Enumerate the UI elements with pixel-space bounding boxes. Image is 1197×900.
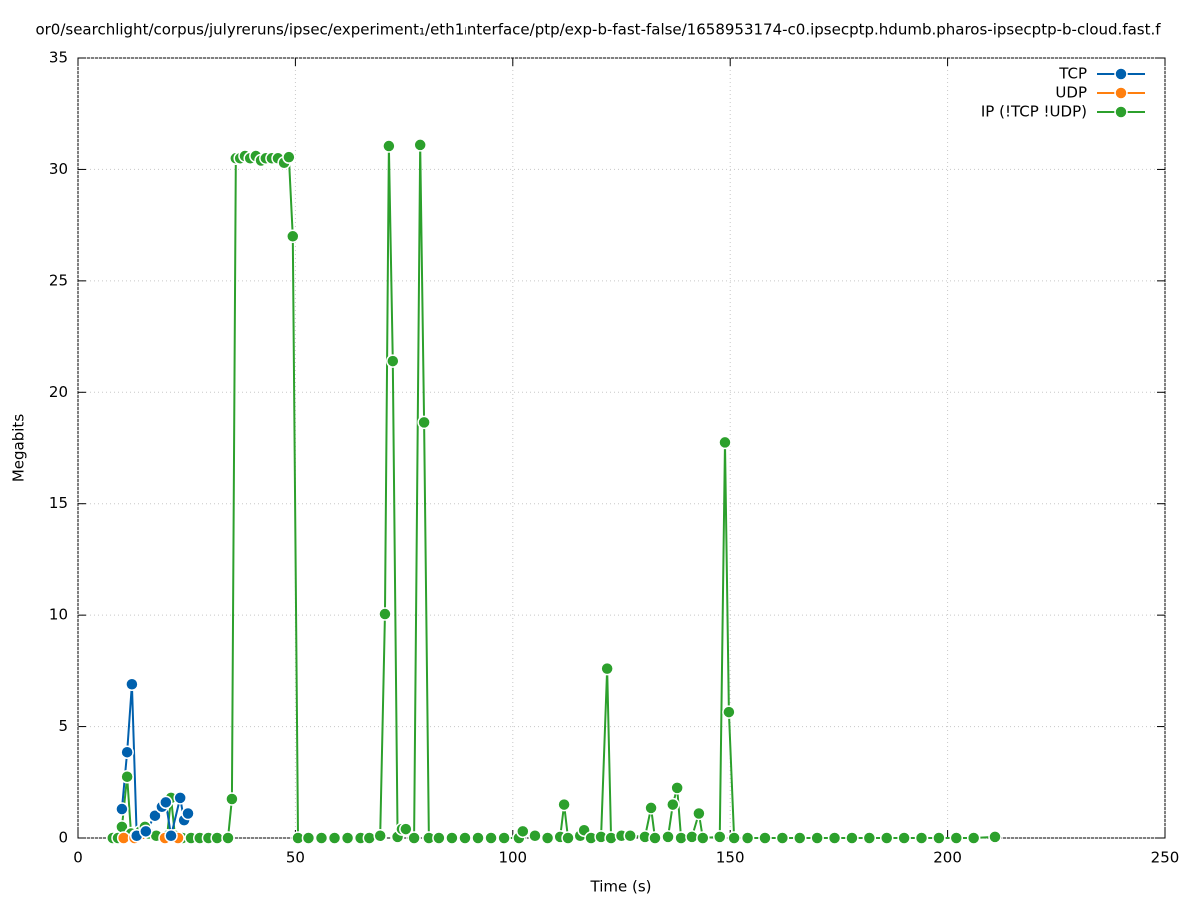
plot-frame — [77, 57, 1166, 839]
x-tick-label: 150 — [716, 849, 745, 867]
data-point — [413, 138, 427, 152]
data-point — [139, 824, 153, 839]
data-point — [561, 831, 575, 845]
data-point — [966, 831, 981, 845]
data-point — [225, 792, 239, 806]
x-axis-label: Time (s) — [590, 878, 652, 896]
data-point — [382, 139, 396, 153]
data-point — [373, 829, 387, 843]
data-point — [557, 797, 571, 812]
data-point — [623, 829, 637, 843]
legend-label: IP (!TCP !UDP) — [981, 103, 1087, 121]
data-point — [286, 229, 300, 244]
data-point — [692, 806, 706, 821]
chart-title: or0/searchlight/corpus/julyreruns/ipsec/… — [35, 21, 1161, 39]
y-tick-label: 20 — [49, 383, 68, 401]
data-point — [827, 831, 842, 845]
data-point — [484, 831, 498, 845]
data-point — [528, 829, 542, 843]
data-point — [340, 831, 355, 845]
data-point — [540, 831, 555, 845]
data-point — [600, 661, 614, 676]
x-tick-label: 0 — [73, 849, 83, 867]
data-point — [727, 831, 741, 845]
data-point — [718, 435, 732, 450]
data-point — [362, 831, 377, 845]
y-tick-label: 25 — [49, 271, 68, 289]
data-point — [879, 831, 894, 845]
data-point — [775, 831, 790, 845]
data-point — [516, 824, 530, 839]
data-point — [115, 802, 129, 816]
data-point — [722, 705, 736, 719]
data-point — [685, 830, 699, 844]
y-axis-label: Megabits — [10, 414, 28, 482]
data-point — [666, 797, 680, 812]
series-line — [112, 144, 996, 841]
data-point — [740, 831, 755, 845]
data-point — [407, 831, 421, 845]
data-point — [386, 354, 400, 368]
x-tick-label: 250 — [1151, 849, 1180, 867]
data-point — [378, 607, 392, 621]
x-tick-label: 100 — [498, 849, 527, 867]
x-tick-label: 50 — [286, 849, 305, 867]
data-point — [125, 677, 139, 691]
legend-label: TCP — [1058, 65, 1087, 83]
data-point — [327, 831, 342, 845]
y-tick-label: 0 — [58, 829, 68, 847]
legend-label: UDP — [1055, 84, 1087, 102]
data-point — [845, 831, 859, 845]
data-point — [120, 769, 134, 784]
data-point — [164, 829, 178, 843]
legend-marker — [1114, 67, 1128, 81]
data-point — [301, 831, 316, 845]
data-point — [793, 831, 807, 845]
data-point — [661, 830, 675, 844]
data-point — [758, 831, 772, 845]
data-point — [897, 831, 911, 845]
data-point — [282, 150, 296, 164]
data-point — [497, 831, 511, 845]
y-tick-label: 15 — [49, 494, 68, 512]
x-tick-label: 200 — [933, 849, 962, 867]
data-point — [648, 831, 662, 845]
data-point — [445, 831, 459, 845]
data-point — [432, 831, 446, 845]
data-point — [862, 831, 877, 845]
data-point — [644, 801, 658, 815]
data-point — [173, 791, 187, 805]
data-point — [417, 415, 431, 430]
data-point — [670, 781, 684, 795]
data-point — [713, 830, 727, 844]
y-tick-label: 30 — [49, 160, 68, 178]
data-point — [148, 808, 162, 823]
y-tick-label: 5 — [58, 717, 68, 735]
data-point — [696, 831, 710, 845]
data-point — [181, 806, 195, 821]
data-point — [458, 831, 472, 845]
data-point — [988, 830, 1002, 844]
data-point — [674, 831, 688, 845]
y-tick-label: 35 — [49, 49, 68, 67]
data-point — [914, 831, 929, 845]
legend-marker — [1114, 86, 1128, 100]
data-point — [949, 831, 964, 845]
data-point — [810, 831, 824, 845]
data-point — [471, 831, 485, 845]
legend-marker — [1114, 105, 1128, 119]
data-point — [221, 831, 235, 845]
data-point — [314, 831, 329, 845]
data-point — [159, 795, 173, 810]
data-point — [932, 831, 946, 845]
data-point — [120, 745, 134, 759]
y-tick-label: 10 — [49, 606, 68, 624]
data-point — [399, 822, 413, 836]
